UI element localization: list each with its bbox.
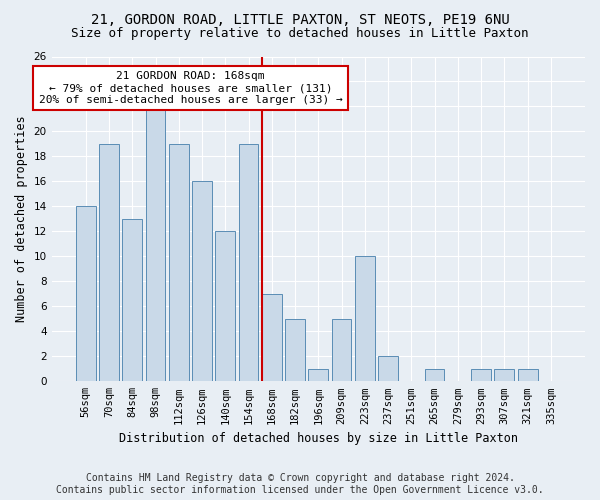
Bar <box>169 144 188 382</box>
Bar <box>471 369 491 382</box>
Bar <box>355 256 375 382</box>
Bar <box>99 144 119 382</box>
Bar <box>285 319 305 382</box>
Bar <box>518 369 538 382</box>
Bar <box>378 356 398 382</box>
Text: Size of property relative to detached houses in Little Paxton: Size of property relative to detached ho… <box>71 28 529 40</box>
Bar <box>215 232 235 382</box>
Bar <box>192 182 212 382</box>
Y-axis label: Number of detached properties: Number of detached properties <box>15 116 28 322</box>
Bar <box>425 369 445 382</box>
Bar <box>122 219 142 382</box>
Bar <box>239 144 259 382</box>
Text: Contains HM Land Registry data © Crown copyright and database right 2024.
Contai: Contains HM Land Registry data © Crown c… <box>56 474 544 495</box>
Text: 21 GORDON ROAD: 168sqm
← 79% of detached houses are smaller (131)
20% of semi-de: 21 GORDON ROAD: 168sqm ← 79% of detached… <box>38 72 343 104</box>
Bar <box>146 106 166 382</box>
Bar <box>262 294 282 382</box>
Bar <box>76 206 95 382</box>
Bar <box>494 369 514 382</box>
Bar <box>332 319 352 382</box>
X-axis label: Distribution of detached houses by size in Little Paxton: Distribution of detached houses by size … <box>119 432 518 445</box>
Bar <box>308 369 328 382</box>
Text: 21, GORDON ROAD, LITTLE PAXTON, ST NEOTS, PE19 6NU: 21, GORDON ROAD, LITTLE PAXTON, ST NEOTS… <box>91 12 509 26</box>
